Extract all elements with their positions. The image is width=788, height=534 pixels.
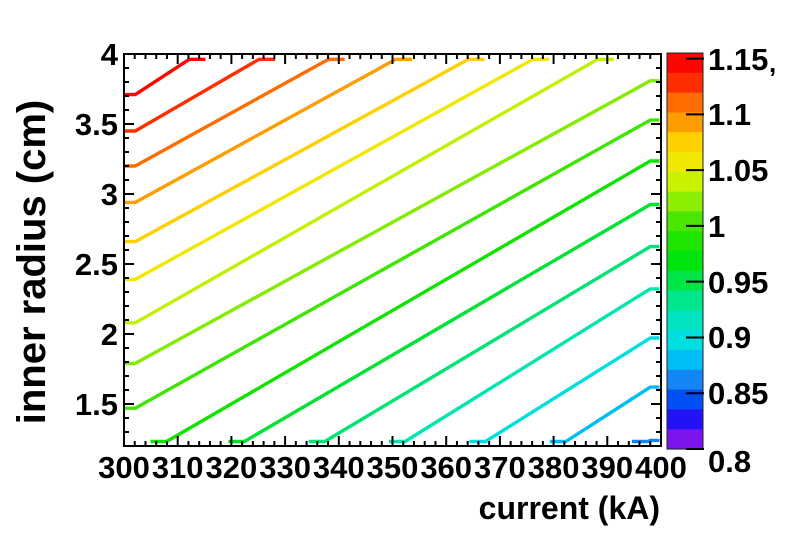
- contour-line-1.1373: [125, 57, 206, 97]
- colorbar-band: [667, 270, 703, 292]
- colorbar-band: [667, 92, 703, 113]
- colorbar-band: [667, 350, 703, 371]
- contour-line-0.8888: [549, 385, 660, 444]
- x-tick-label: 350: [366, 450, 419, 485]
- colorbar-ticks: [686, 57, 704, 450]
- colorbar-band: [667, 191, 703, 212]
- x-tick-label: 320: [205, 450, 258, 485]
- contour-lines: [125, 57, 660, 444]
- y-tick-label: 3: [100, 177, 118, 212]
- colorbar: [667, 53, 703, 450]
- contour-line-1.1195: [125, 57, 276, 133]
- colorbar-band: [667, 310, 703, 331]
- x-tick-label: 300: [98, 450, 150, 485]
- contour-line-1.084: [125, 57, 412, 205]
- colorbar-tick-label: 1: [708, 208, 726, 244]
- contour-line-0.9065: [469, 336, 660, 444]
- colorbar-tick-label: 0.9: [708, 320, 752, 356]
- y-tick-label: 3.5: [74, 107, 118, 142]
- colorbar-tick-label: 1.15: [708, 41, 769, 77]
- contour-line-1.0485: [125, 57, 550, 282]
- colorbar-band: [667, 389, 703, 410]
- colorbar-band: [667, 211, 703, 232]
- colorbar-tick-label: 0.85: [708, 376, 769, 412]
- colorbar-band: [667, 330, 703, 351]
- x-tick-label: 340: [312, 450, 365, 485]
- colorbar-tick-label: 0.8: [708, 444, 752, 479]
- colorbar-band: [667, 112, 703, 133]
- colorbar-band: [667, 171, 703, 193]
- colorbar-border: [666, 52, 704, 450]
- y-tick-label: 1.5: [74, 387, 118, 422]
- colorbar-tick-label: 0.95: [708, 264, 769, 300]
- x-tick-label: 400: [635, 450, 687, 485]
- y-tick-label: 4: [100, 37, 118, 72]
- colorbar-tick-label: 1.05: [708, 153, 769, 189]
- contour-line-0.9775: [150, 159, 660, 444]
- x-tick-label: 360: [420, 450, 473, 485]
- x-axis-title: current (kA): [478, 490, 660, 526]
- colorbar-tick-label: 1.1: [708, 97, 752, 133]
- contour-line-0.9953: [125, 118, 660, 410]
- colorbar-band: [667, 290, 703, 311]
- axis-ticks: [123, 53, 662, 446]
- y-tick-label: 2.5: [74, 247, 118, 282]
- colorbar-band: [667, 429, 703, 450]
- colorbar-band: [667, 409, 703, 430]
- colorbar-band: [667, 369, 703, 391]
- colorbar-band: [667, 53, 703, 74]
- x-tick-label: 310: [151, 450, 204, 485]
- contour-line-0.9243: [389, 287, 660, 444]
- x-tick-label: 390: [581, 450, 634, 485]
- colorbar-band: [667, 152, 703, 173]
- x-tick-label: 370: [474, 450, 526, 485]
- contour-line-1.0663: [125, 57, 485, 244]
- colorbar-band: [667, 72, 703, 94]
- contour-line-0.9598: [228, 202, 660, 444]
- x-tick-label: 380: [527, 450, 580, 485]
- y-tick-label: 2: [100, 317, 118, 352]
- contour-line-1.013: [125, 79, 660, 366]
- colorbar-band: [667, 132, 703, 153]
- contour-line-1.0308: [125, 57, 614, 325]
- contour-line-1.1018: [125, 57, 345, 168]
- x-tick-label: 330: [259, 450, 311, 485]
- colorbar-band: [667, 251, 703, 272]
- colorbar-clipped-character: ,: [769, 48, 777, 78]
- plot-frame: [123, 53, 662, 447]
- colorbar-band: [667, 231, 703, 252]
